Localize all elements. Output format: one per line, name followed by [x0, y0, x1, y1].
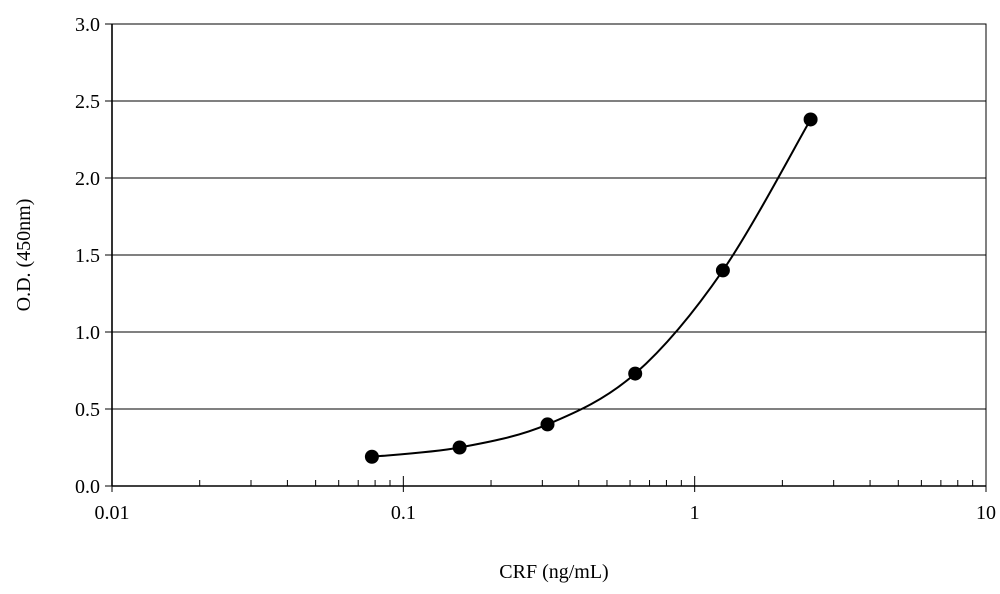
x-axis-label: CRF (ng/mL) [499, 561, 608, 583]
fit-curve [371, 118, 812, 458]
y-tick-label: 1.0 [75, 322, 100, 344]
y-tick-label: 1.5 [75, 245, 100, 267]
x-tick-label: 0.01 [95, 502, 130, 524]
fit-curve-line [371, 118, 812, 458]
y-tick-label: 2.5 [75, 91, 100, 113]
y-tick-label: 0.0 [75, 476, 100, 498]
data-point [803, 112, 818, 127]
grid-lines [112, 23, 986, 410]
tick-labels: 0.0 0.5 1.0 1.5 2.0 2.5 3.0 0.01 0.1 1 10 [75, 14, 996, 524]
x-tick-label: 1 [690, 502, 700, 524]
data-point [540, 417, 555, 432]
y-tick-label: 3.0 [75, 14, 100, 36]
data-point [364, 449, 379, 464]
data-point [628, 366, 643, 381]
y-tick-label: 0.5 [75, 399, 100, 421]
y-tick-label: 2.0 [75, 168, 100, 190]
data-point [452, 440, 467, 455]
ticks [105, 23, 987, 492]
data-point [715, 263, 730, 278]
y-axis-label: O.D. (450nm) [13, 199, 35, 312]
data-points [364, 112, 818, 464]
x-tick-label: 10 [976, 502, 996, 524]
x-tick-label: 0.1 [391, 502, 416, 524]
